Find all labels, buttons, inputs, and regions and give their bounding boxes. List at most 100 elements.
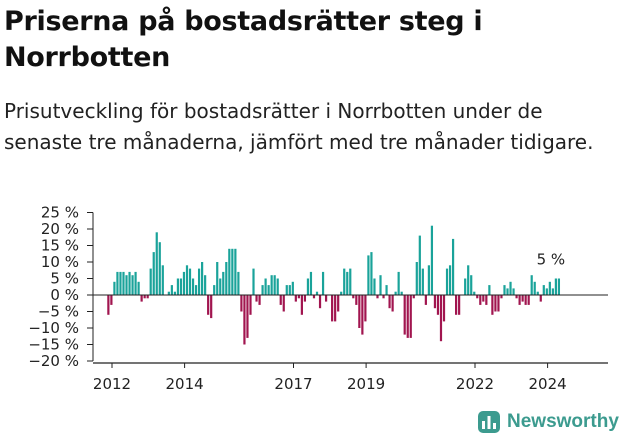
bar <box>385 285 388 295</box>
newsworthy-logo-text: Newsworthy <box>507 411 619 432</box>
bar <box>352 295 355 299</box>
bar <box>482 295 485 302</box>
y-tick-label: 10 % <box>41 253 79 271</box>
bar <box>433 295 437 309</box>
bar <box>494 295 497 312</box>
bar <box>125 275 128 295</box>
bar <box>137 281 140 295</box>
bar <box>451 238 455 295</box>
x-tick-label: 2022 <box>456 375 494 393</box>
bar <box>488 285 491 295</box>
bar <box>246 295 249 338</box>
bar <box>536 291 539 295</box>
x-tick-label: 2012 <box>93 375 131 393</box>
bar <box>464 278 467 295</box>
bar <box>276 278 279 295</box>
bar-series <box>93 225 608 345</box>
bar <box>252 268 255 295</box>
bar-chart: 25 %20 %15 %10 %5 %0 %−5 %−10 %−15 %−20 … <box>28 204 608 393</box>
y-tick-label: −10 % <box>28 319 79 337</box>
bar <box>279 295 282 305</box>
bar <box>445 268 449 295</box>
bar <box>340 291 343 295</box>
bar <box>158 242 161 295</box>
bar <box>113 281 116 295</box>
last-value-annotation: 5 % <box>537 251 566 269</box>
y-axis: 25 %20 %15 %10 %5 %0 %−5 %−10 %−15 %−20 … <box>28 204 94 370</box>
x-tick-label: 2017 <box>274 375 312 393</box>
x-tick-label: 2014 <box>166 375 204 393</box>
y-tick-label: −15 % <box>28 336 79 354</box>
y-tick-label: 15 % <box>41 237 79 255</box>
bar <box>143 295 146 299</box>
bar <box>270 275 273 295</box>
bar <box>155 232 158 295</box>
bar <box>418 235 421 295</box>
chart-subtitle: Prisutveckling för bostadsrätter i Norrb… <box>4 99 594 154</box>
bar <box>315 291 319 295</box>
bar <box>267 285 270 295</box>
bar <box>282 295 285 312</box>
bar <box>427 265 430 295</box>
bar <box>364 295 367 322</box>
bar <box>373 278 376 295</box>
bar <box>436 295 440 315</box>
bar <box>213 285 216 295</box>
bar <box>412 295 415 299</box>
bar <box>258 295 261 305</box>
bar <box>152 252 155 295</box>
bar <box>297 295 300 299</box>
bar <box>134 271 137 295</box>
bar <box>303 295 307 302</box>
bar <box>309 271 313 295</box>
bar <box>467 265 470 295</box>
y-tick-label: −20 % <box>28 352 79 370</box>
bar <box>146 295 149 299</box>
bar <box>110 295 113 305</box>
bar <box>300 295 303 315</box>
bar <box>343 268 346 295</box>
bar <box>194 285 198 295</box>
bar <box>140 295 143 302</box>
bar <box>321 271 325 295</box>
bar <box>500 295 503 299</box>
bar <box>188 268 192 295</box>
x-tick-label: 2024 <box>529 375 567 393</box>
bar <box>554 278 557 295</box>
bar <box>545 288 548 295</box>
newsworthy-logo: Newsworthy <box>477 408 619 436</box>
bar <box>542 285 545 295</box>
bar <box>470 275 473 295</box>
bar <box>331 295 334 322</box>
bar <box>524 295 527 305</box>
bar <box>421 268 424 295</box>
bar <box>119 271 122 295</box>
bar <box>273 275 276 295</box>
bar <box>128 271 131 295</box>
bar <box>409 295 412 338</box>
bar <box>424 295 427 305</box>
bar <box>312 295 316 299</box>
bar <box>204 275 207 295</box>
bar <box>197 268 201 295</box>
bar <box>473 291 476 295</box>
bar <box>379 275 382 295</box>
bar <box>219 278 222 295</box>
bar <box>179 278 183 295</box>
bar <box>382 295 385 299</box>
y-tick-label: 0 % <box>50 286 79 304</box>
bar <box>207 295 210 315</box>
bar <box>358 295 361 328</box>
bar <box>506 288 509 295</box>
bar <box>210 295 213 319</box>
bar <box>185 265 189 295</box>
bar <box>294 295 297 302</box>
bar <box>167 291 170 295</box>
bar <box>391 295 394 312</box>
bar <box>439 295 443 342</box>
bar <box>406 295 409 338</box>
bar <box>225 262 228 295</box>
bar <box>170 285 173 295</box>
bar <box>176 278 180 295</box>
bar <box>216 262 219 295</box>
